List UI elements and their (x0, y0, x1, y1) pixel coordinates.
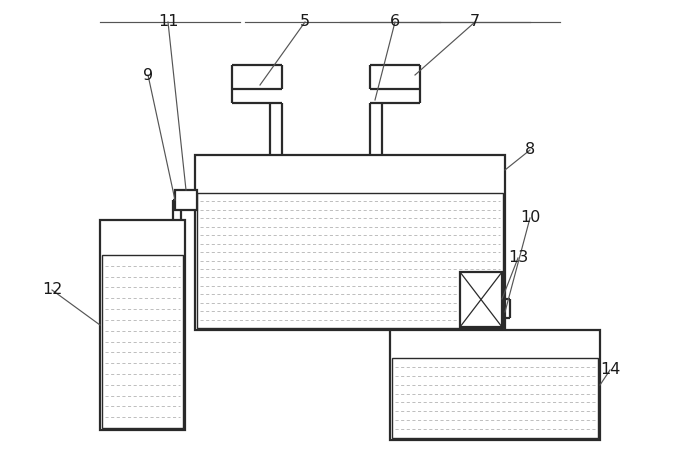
Bar (390, 330, 600, 440)
Text: 7: 7 (470, 15, 480, 30)
Text: 13: 13 (508, 251, 528, 266)
Text: 14: 14 (600, 362, 620, 377)
Bar (102, 255, 183, 428)
Text: 6: 6 (390, 15, 400, 30)
Text: 10: 10 (520, 211, 540, 226)
Bar (195, 155, 505, 330)
Bar (392, 358, 598, 438)
Text: 12: 12 (42, 282, 62, 297)
Text: 11: 11 (158, 15, 178, 30)
Text: 5: 5 (300, 15, 310, 30)
Text: 8: 8 (525, 143, 535, 158)
Text: 9: 9 (143, 68, 153, 83)
Bar (100, 220, 185, 430)
Bar (175, 190, 197, 210)
Bar (460, 272, 502, 327)
Bar (197, 193, 503, 328)
